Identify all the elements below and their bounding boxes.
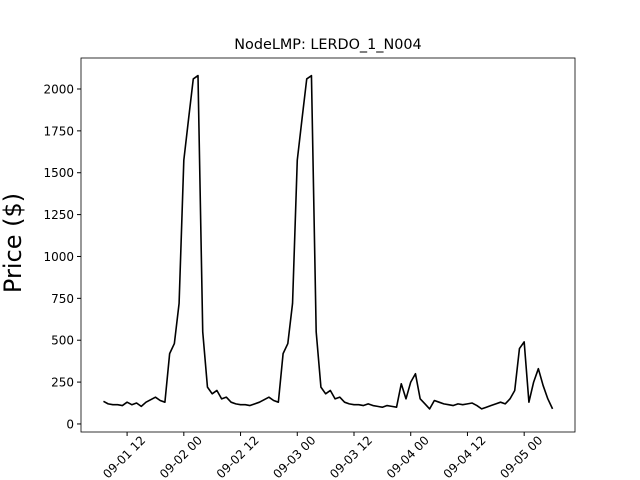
y-tick-label: 0 [66,417,74,431]
line-series [103,74,554,410]
plot-frame [80,57,576,433]
x-tick-label: 09-05 00 [497,433,545,480]
x-tick-label: 09-04 00 [384,433,432,480]
x-tick-label: 09-04 12 [441,433,489,480]
x-tick-label: 09-01 12 [100,433,148,480]
y-tick-label: 2000 [43,82,74,96]
x-tick-label: 09-02 00 [157,433,205,480]
y-tick-label: 1000 [43,250,74,264]
y-tick-label: 750 [51,292,74,306]
y-tick-label: 1750 [43,124,74,138]
y-tick-label: 1250 [43,208,74,222]
y-tick-label: 1500 [43,166,74,180]
y-axis-label: Price ($) [0,193,27,293]
y-tick-label: 500 [51,334,74,348]
x-tick-label: 09-03 12 [327,433,375,480]
x-tick-label: 09-02 12 [214,433,262,480]
chart-title: NodeLMP: LERDO_1_N004 [234,37,421,53]
y-tick-label: 250 [51,376,74,390]
x-tick-label: 09-03 00 [270,433,318,480]
